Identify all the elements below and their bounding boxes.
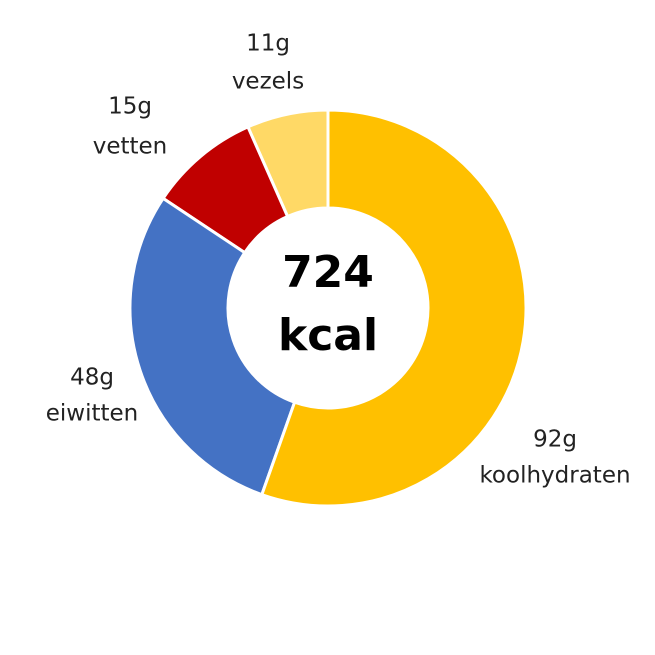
category-label: koolhydraten (479, 463, 630, 489)
donut-slice (259, 108, 528, 508)
category-label: vezels (232, 69, 304, 95)
category-label: eiwitten (46, 401, 139, 427)
value-label: 92g (533, 427, 577, 453)
value-label: 15g (108, 94, 152, 120)
donut-slice (161, 124, 290, 255)
category-label: vetten (93, 134, 168, 160)
value-label: 48g (70, 365, 114, 391)
value-label: 11g (246, 31, 290, 57)
center-label: kcal (278, 310, 378, 361)
donut-slice (128, 196, 297, 497)
center-label: 724 (282, 247, 374, 298)
